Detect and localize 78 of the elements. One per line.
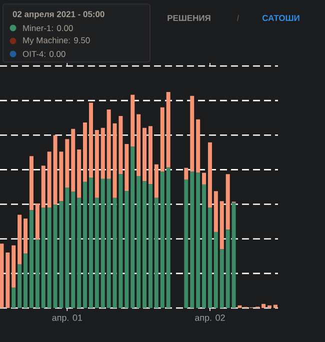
bar <box>24 218 28 254</box>
bar <box>184 179 188 308</box>
bar <box>94 198 99 308</box>
bar <box>0 244 4 308</box>
bar <box>106 109 111 179</box>
bar <box>136 114 141 176</box>
bar <box>208 208 212 308</box>
text: / <box>236 14 240 22</box>
bar <box>71 128 76 192</box>
bar <box>124 191 129 308</box>
bar <box>226 230 230 308</box>
bar <box>220 249 224 308</box>
bar <box>190 172 194 308</box>
bar <box>238 305 242 308</box>
bar <box>100 128 105 179</box>
text: My Machine: 9.50 <box>23 37 90 45</box>
bar <box>214 232 218 308</box>
text: Miner-1: 0.00 <box>23 24 73 32</box>
bar <box>267 305 272 308</box>
text: РЕШЕНИЯ <box>168 15 210 21</box>
bar <box>160 172 164 308</box>
bar <box>71 192 76 308</box>
bar <box>124 144 129 192</box>
bar <box>136 176 141 308</box>
bar <box>226 174 230 230</box>
bar <box>142 128 147 182</box>
bar <box>154 164 158 198</box>
bar <box>29 210 34 308</box>
bar <box>88 178 93 308</box>
bar <box>65 139 70 188</box>
bar <box>41 166 46 208</box>
bar <box>148 126 152 184</box>
bar <box>190 96 194 172</box>
bar <box>154 198 158 308</box>
bar <box>196 119 200 173</box>
bar <box>77 198 82 308</box>
bar <box>208 142 212 208</box>
bar <box>106 178 111 308</box>
bar <box>47 208 52 308</box>
bar <box>41 208 46 308</box>
x-tick-label: апр. 02 <box>195 314 225 323</box>
bar <box>65 187 70 308</box>
text: САТОШИ <box>262 15 300 21</box>
bar <box>262 304 266 308</box>
bar <box>130 94 135 147</box>
bar <box>148 184 152 308</box>
bar <box>166 92 170 168</box>
bar <box>83 122 88 182</box>
bar <box>35 240 40 308</box>
bar <box>12 245 16 288</box>
bar <box>83 182 88 308</box>
bar <box>29 156 34 210</box>
x-tick-label: апр. 01 <box>52 314 82 323</box>
bar <box>88 102 93 178</box>
bar <box>12 288 16 308</box>
bar <box>100 178 105 308</box>
bar <box>196 172 200 308</box>
bar <box>142 181 147 308</box>
bar <box>160 107 164 172</box>
bar <box>273 304 278 308</box>
bar <box>24 254 28 308</box>
bar <box>94 130 99 198</box>
bar <box>214 191 218 232</box>
bar <box>202 172 206 184</box>
bar <box>202 184 206 308</box>
bar <box>130 146 135 308</box>
bar <box>35 203 40 240</box>
bar <box>220 201 224 250</box>
bar <box>6 252 10 308</box>
bar <box>184 168 188 180</box>
bar <box>18 264 22 308</box>
bar <box>232 202 236 308</box>
bar <box>166 167 170 308</box>
bar <box>77 149 82 198</box>
text: 02 апреля 2021 - 05:00 <box>12 11 104 19</box>
text: OIT-4: 0.00 <box>22 51 66 57</box>
bar <box>47 152 52 208</box>
bar <box>18 214 22 264</box>
